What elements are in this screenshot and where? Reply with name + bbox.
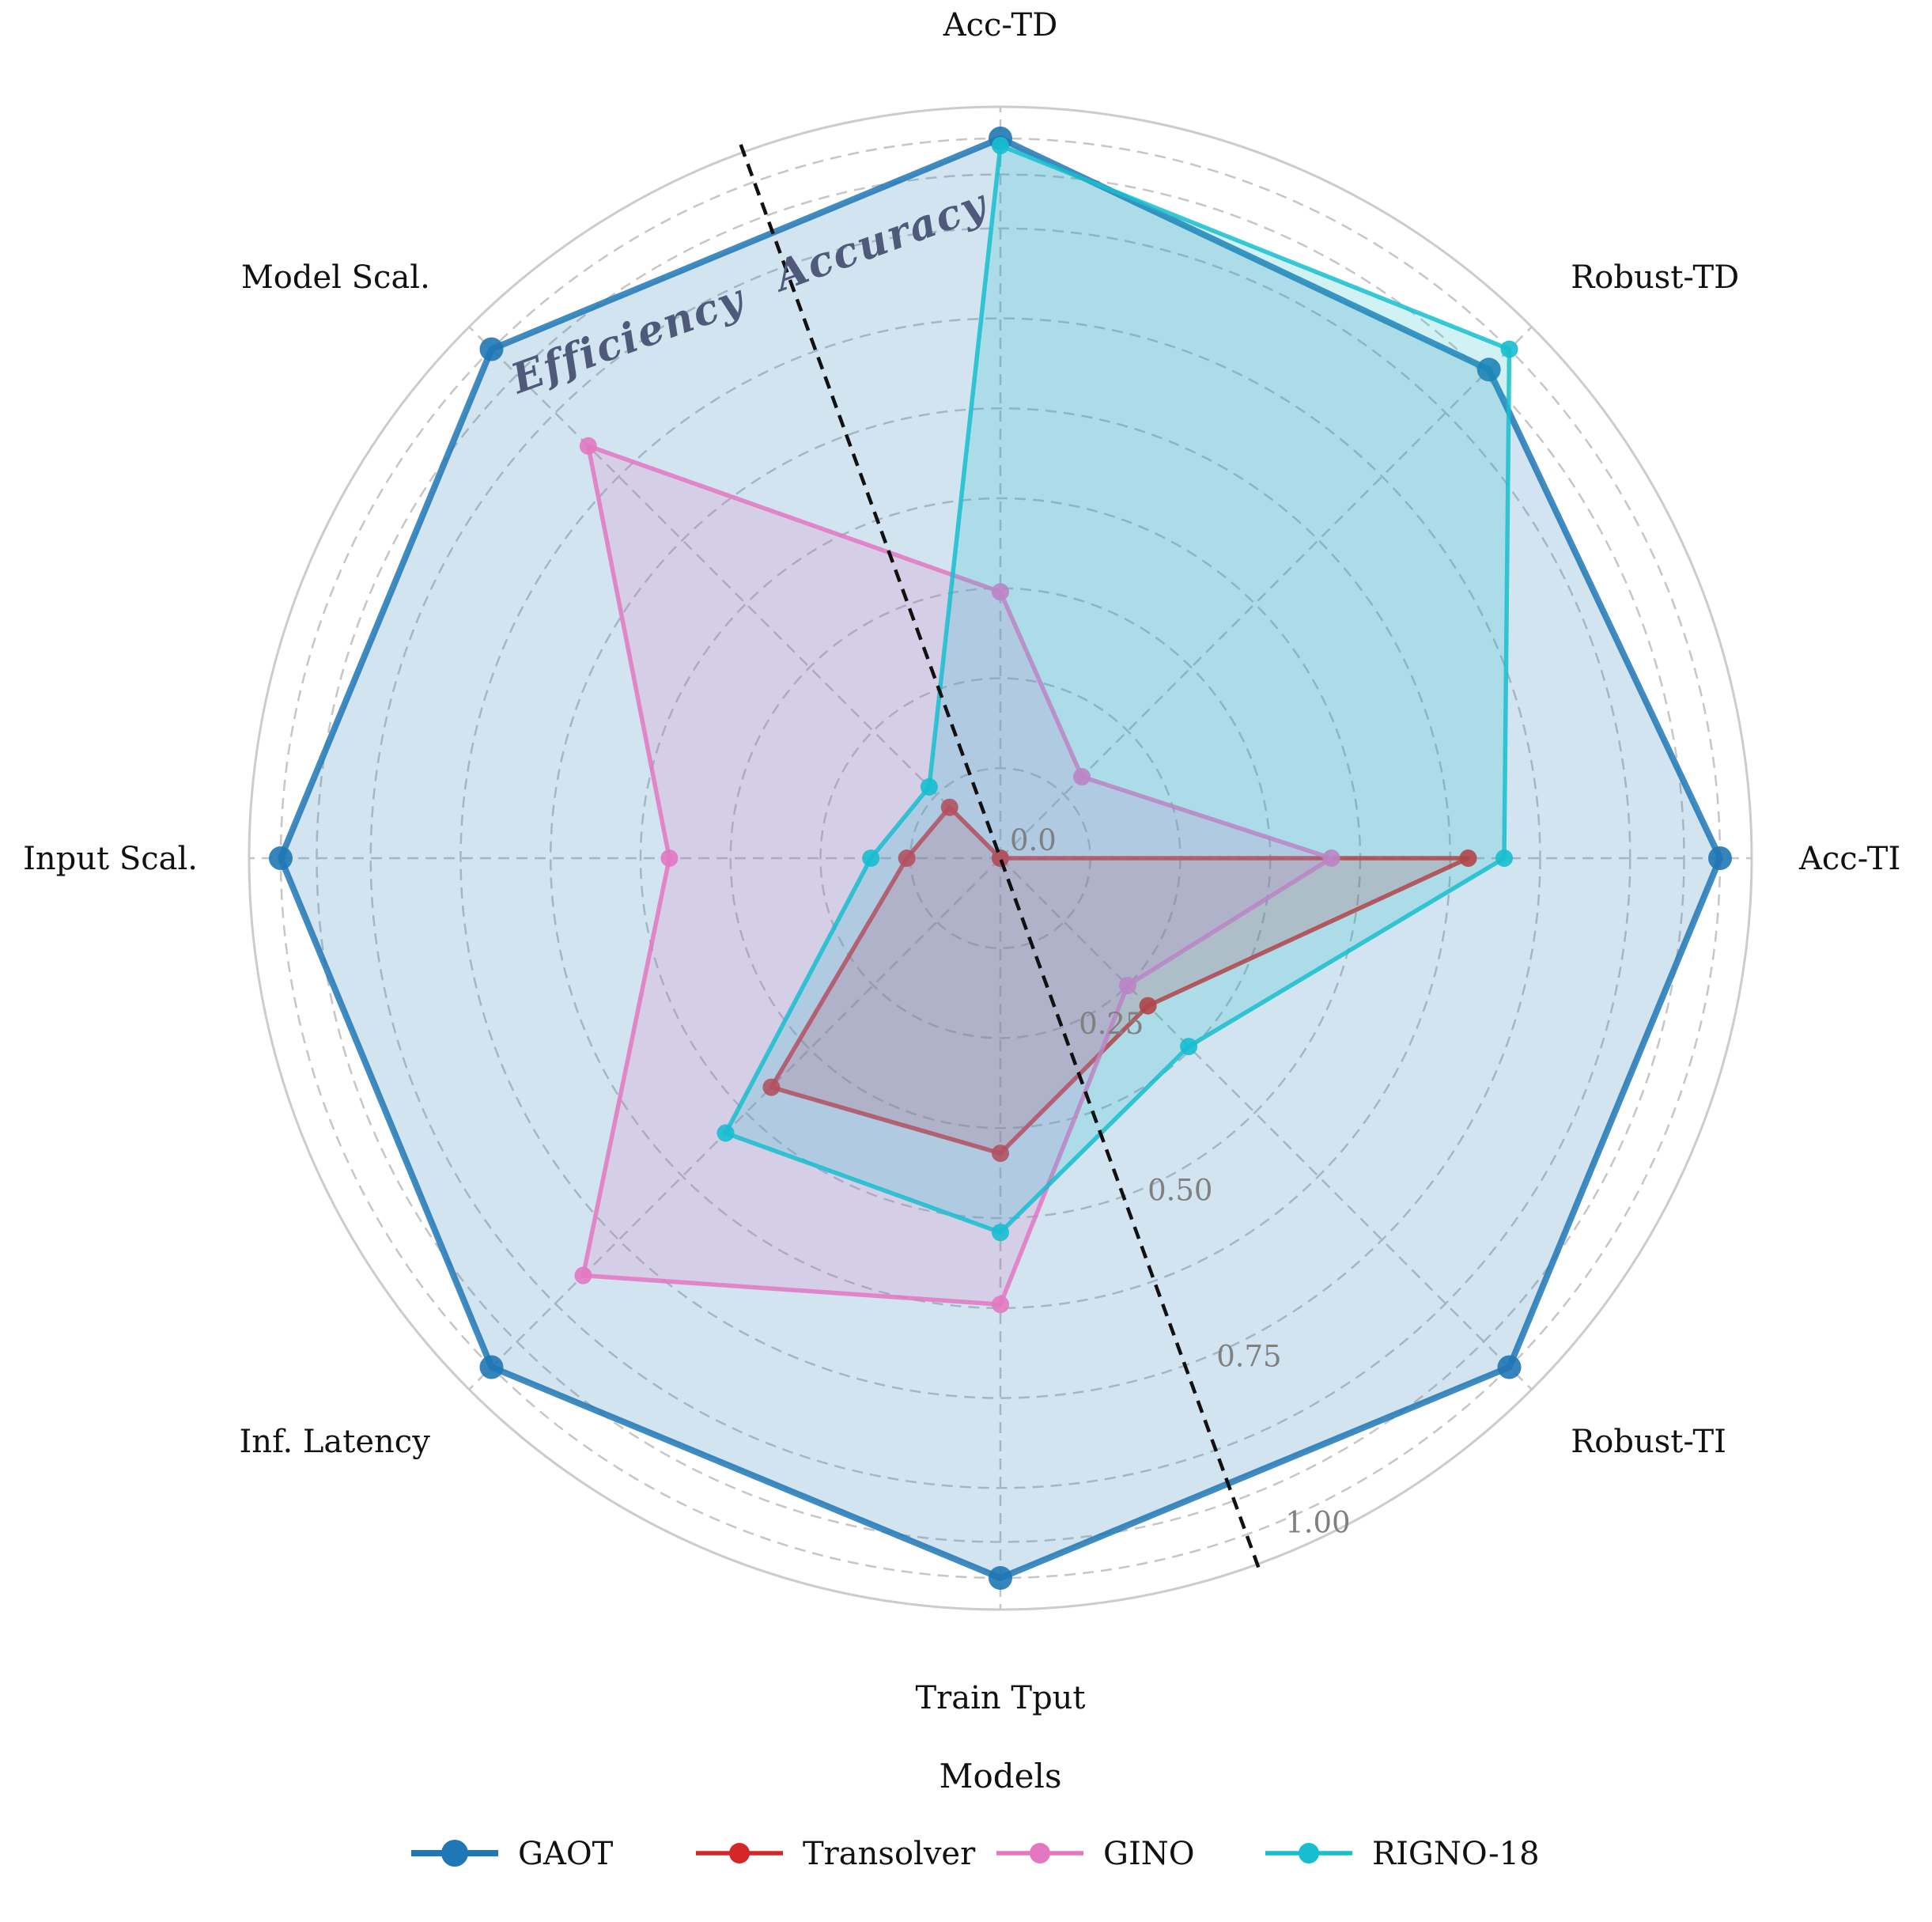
legend-label: GAOT — [518, 1836, 614, 1872]
legend-swatch-marker — [441, 1840, 468, 1867]
point-transolver-inf-latency — [762, 1078, 781, 1096]
divider-line — [739, 144, 1262, 1572]
point-rigno-18-input-scal- — [862, 849, 880, 867]
grid-ring — [369, 227, 1631, 1489]
point-gaot-robust-td — [1476, 358, 1501, 382]
point-transolver-robust-ti — [1139, 997, 1157, 1015]
grid-ring — [459, 317, 1541, 1399]
legend-title: Models — [939, 1757, 1061, 1795]
point-gaot-train-tput — [989, 1566, 1012, 1590]
point-rigno-18-robust-ti — [1180, 1038, 1198, 1056]
axis-label-acc-td: Acc-TD — [943, 7, 1058, 44]
axis-label-robust-ti: Robust-TI — [1571, 1424, 1726, 1460]
point-gaot-model-scal- — [479, 337, 504, 361]
point-transolver-model-scal- — [940, 798, 958, 816]
legend-label: GINO — [1103, 1836, 1195, 1872]
point-rigno-18-inf-latency — [716, 1124, 735, 1142]
point-gino-train-tput — [992, 1296, 1009, 1314]
point-gaot-inf-latency — [479, 1355, 504, 1379]
point-gino-acc-ti — [1322, 849, 1340, 867]
axis-label-inf-latency: Inf. Latency — [240, 1424, 431, 1460]
point-gino-inf-latency — [574, 1266, 592, 1284]
point-transolver-acc-td — [992, 849, 1009, 867]
point-transolver-train-tput — [992, 1144, 1009, 1163]
axis-labels: Acc-TI Acc-TD Robust-TD Model Scal. Input Sc… — [23, 7, 1900, 1716]
radial-tick-label: 0.0 — [1010, 823, 1057, 857]
legend-item-gaot: GAOT — [411, 1836, 614, 1872]
legend-swatch-marker — [1299, 1843, 1319, 1863]
point-rigno-18-model-scal- — [920, 778, 938, 796]
point-rigno-18-acc-ti — [1495, 849, 1513, 867]
series-rigno-18 — [716, 137, 1518, 1242]
point-rigno-18-train-tput — [992, 1224, 1009, 1242]
point-rigno-18-robust-td — [1500, 340, 1518, 358]
point-gaot-robust-ti — [1497, 1355, 1522, 1379]
point-rigno-18-acc-td — [992, 137, 1009, 155]
axis-label-model-scal-: Model Scal. — [241, 259, 430, 296]
series-line-transolver — [769, 804, 1471, 1156]
series-fill-rigno-18 — [725, 146, 1510, 1233]
radar-series — [269, 127, 1732, 1590]
radial-tick-label: 1.00 — [1285, 1506, 1350, 1540]
point-gaot-input-scal- — [269, 846, 293, 870]
legend-item-rigno-18: RIGNO-18 — [1265, 1836, 1540, 1872]
point-transolver-acc-ti — [1459, 849, 1477, 867]
axis-label-robust-td: Robust-TD — [1571, 259, 1739, 296]
legend-label: Transolver — [803, 1836, 976, 1872]
series-fill-gino — [583, 445, 1332, 1305]
axis-label-acc-ti: Acc-TI — [1798, 841, 1900, 877]
point-transolver-input-scal- — [898, 849, 916, 867]
grid-spoke — [1000, 857, 1533, 1390]
axis-label-train-tput: Train Tput — [915, 1680, 1085, 1716]
grid-spoke — [468, 857, 1001, 1390]
point-gaot-acc-ti — [1708, 846, 1732, 870]
axis-label-input-scal-: Input Scal. — [23, 841, 198, 877]
point-gino-input-scal- — [660, 849, 679, 867]
grid-spoke — [1000, 326, 1533, 859]
legend: Models GAOT Transolver GINO RIGNO-18 — [411, 1757, 1540, 1872]
series-fill-transolver — [771, 807, 1469, 1154]
point-gino-robust-ti — [1118, 976, 1136, 994]
radial-tick-label: 0.50 — [1147, 1173, 1212, 1207]
legend-label: RIGNO-18 — [1372, 1836, 1540, 1872]
legend-item-gino: GINO — [996, 1836, 1195, 1872]
point-gino-acc-td — [992, 583, 1009, 601]
point-gino-model-scal- — [579, 437, 597, 455]
legend-item-transolver: Transolver — [696, 1836, 976, 1872]
radial-tick-label: 0.25 — [1079, 1007, 1144, 1041]
series-transolver — [762, 798, 1477, 1163]
region-divider — [739, 144, 1262, 1572]
legend-swatch-marker — [1030, 1843, 1050, 1863]
point-gino-robust-td — [1073, 768, 1091, 785]
radial-tick-labels: 0.0 0.25 0.50 0.75 1.00 — [1010, 823, 1351, 1540]
radial-tick-label: 0.75 — [1216, 1340, 1281, 1374]
legend-swatch-marker — [729, 1843, 750, 1863]
grid-spoke — [468, 326, 1001, 859]
